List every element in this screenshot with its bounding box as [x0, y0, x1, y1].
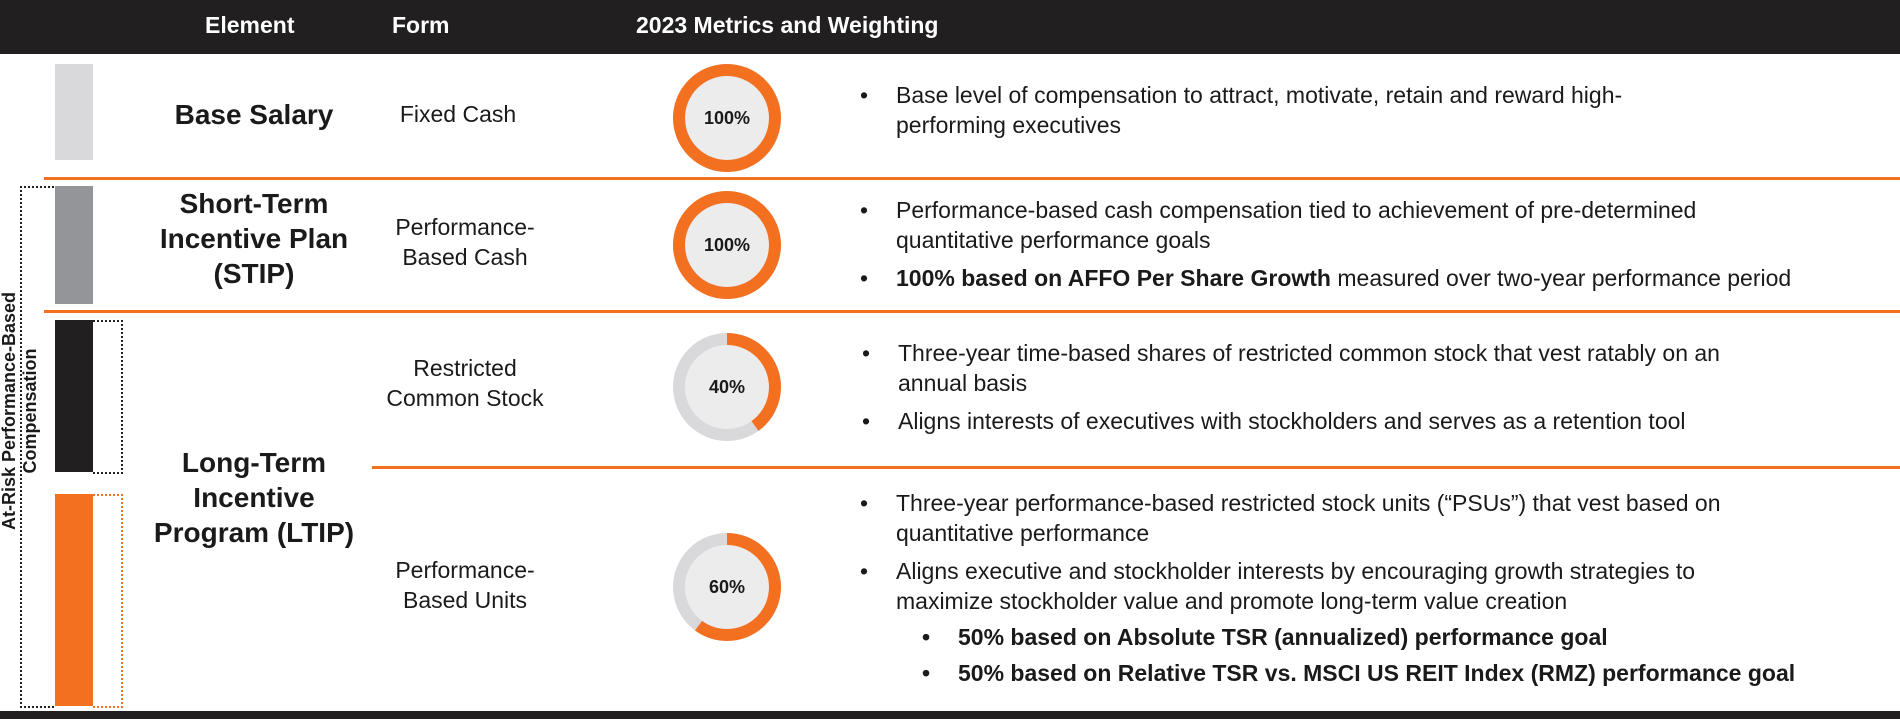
- form-performance-cash: Performance-Based Cash: [395, 214, 535, 270]
- sub-bullet: 50% based on Relative TSR vs. MSCI US RE…: [922, 658, 1870, 688]
- sub-bullet: 50% based on Absolute TSR (annualized) p…: [922, 622, 1870, 652]
- psu-dotted-box: [93, 494, 123, 708]
- element-base-salary: Base Salary: [174, 99, 334, 130]
- donut-label: 100%: [703, 108, 751, 128]
- rcs-dotted-box: [93, 320, 123, 474]
- bar-restricted-stock: [55, 320, 93, 472]
- bullet: Aligns interests of executives with stoc…: [862, 406, 1762, 436]
- donut-bg: [681, 72, 773, 164]
- bar-stip: [55, 186, 93, 304]
- at-risk-label: At-Risk Performance-Based Compensation: [0, 291, 40, 531]
- desc-base-salary: Base level of compensation to attract, m…: [860, 80, 1690, 140]
- donut-bg: [681, 199, 773, 291]
- bullet: Performance-based cash compensation tied…: [860, 195, 1776, 255]
- bottom-bar: [0, 711, 1900, 719]
- header-form: Form: [392, 12, 450, 38]
- donut-stip: 100%: [671, 189, 783, 301]
- donut-label: 40%: [708, 377, 746, 397]
- desc-performance-units: Three-year performance-based restricted …: [860, 488, 1870, 688]
- row-separator-3: [372, 466, 1900, 469]
- header-metrics: 2023 Metrics and Weighting: [636, 12, 939, 38]
- row-separator-2: [44, 310, 1900, 313]
- at-risk-bracket: [20, 186, 54, 708]
- form-restricted-stock: Restricted Common Stock: [386, 355, 544, 411]
- bullet-rest: measured over two-year performance perio…: [1330, 265, 1792, 291]
- form-fixed-cash: Fixed Cash: [399, 101, 517, 127]
- row-separator-1: [44, 177, 1900, 180]
- donut-bg: [681, 341, 773, 433]
- donut-arc: [673, 533, 781, 641]
- donut-label: 60%: [708, 577, 746, 597]
- donut-arc: [673, 64, 781, 172]
- donut-bg: [681, 541, 773, 633]
- element-ltip: Long-Term Incentive Program (LTIP): [153, 447, 355, 548]
- donut-arc: [673, 191, 781, 299]
- bullet-bold-prefix: 100% based on AFFO Per Share Growth: [896, 265, 1331, 291]
- bullet: Aligns executive and stockholder interes…: [860, 556, 1776, 616]
- bullet-affo: 100% based on AFFO Per Share Growth meas…: [860, 263, 1850, 293]
- donut-restricted-stock: 40%: [671, 331, 783, 443]
- table-header: Element Form 2023 Metrics and Weighting: [0, 0, 1900, 54]
- donut-arc: [673, 333, 781, 441]
- donut-base-salary: 100%: [671, 62, 783, 174]
- bullet: Three-year time-based shares of restrict…: [862, 338, 1748, 398]
- form-performance-units: Performance-Based Units: [395, 557, 535, 613]
- bar-base-salary: [55, 64, 93, 160]
- desc-restricted-stock: Three-year time-based shares of restrict…: [862, 338, 1762, 436]
- bullet: Three-year performance-based restricted …: [860, 488, 1756, 548]
- desc-stip: Performance-based cash compensation tied…: [860, 195, 1850, 293]
- bar-performance-units: [55, 494, 93, 706]
- element-stip: Short-Term Incentive Plan (STIP): [159, 188, 349, 289]
- donut-performance-units: 60%: [671, 531, 783, 643]
- header-element: Element: [205, 12, 295, 38]
- bullet: Base level of compensation to attract, m…: [860, 80, 1690, 140]
- donut-label: 100%: [703, 235, 751, 255]
